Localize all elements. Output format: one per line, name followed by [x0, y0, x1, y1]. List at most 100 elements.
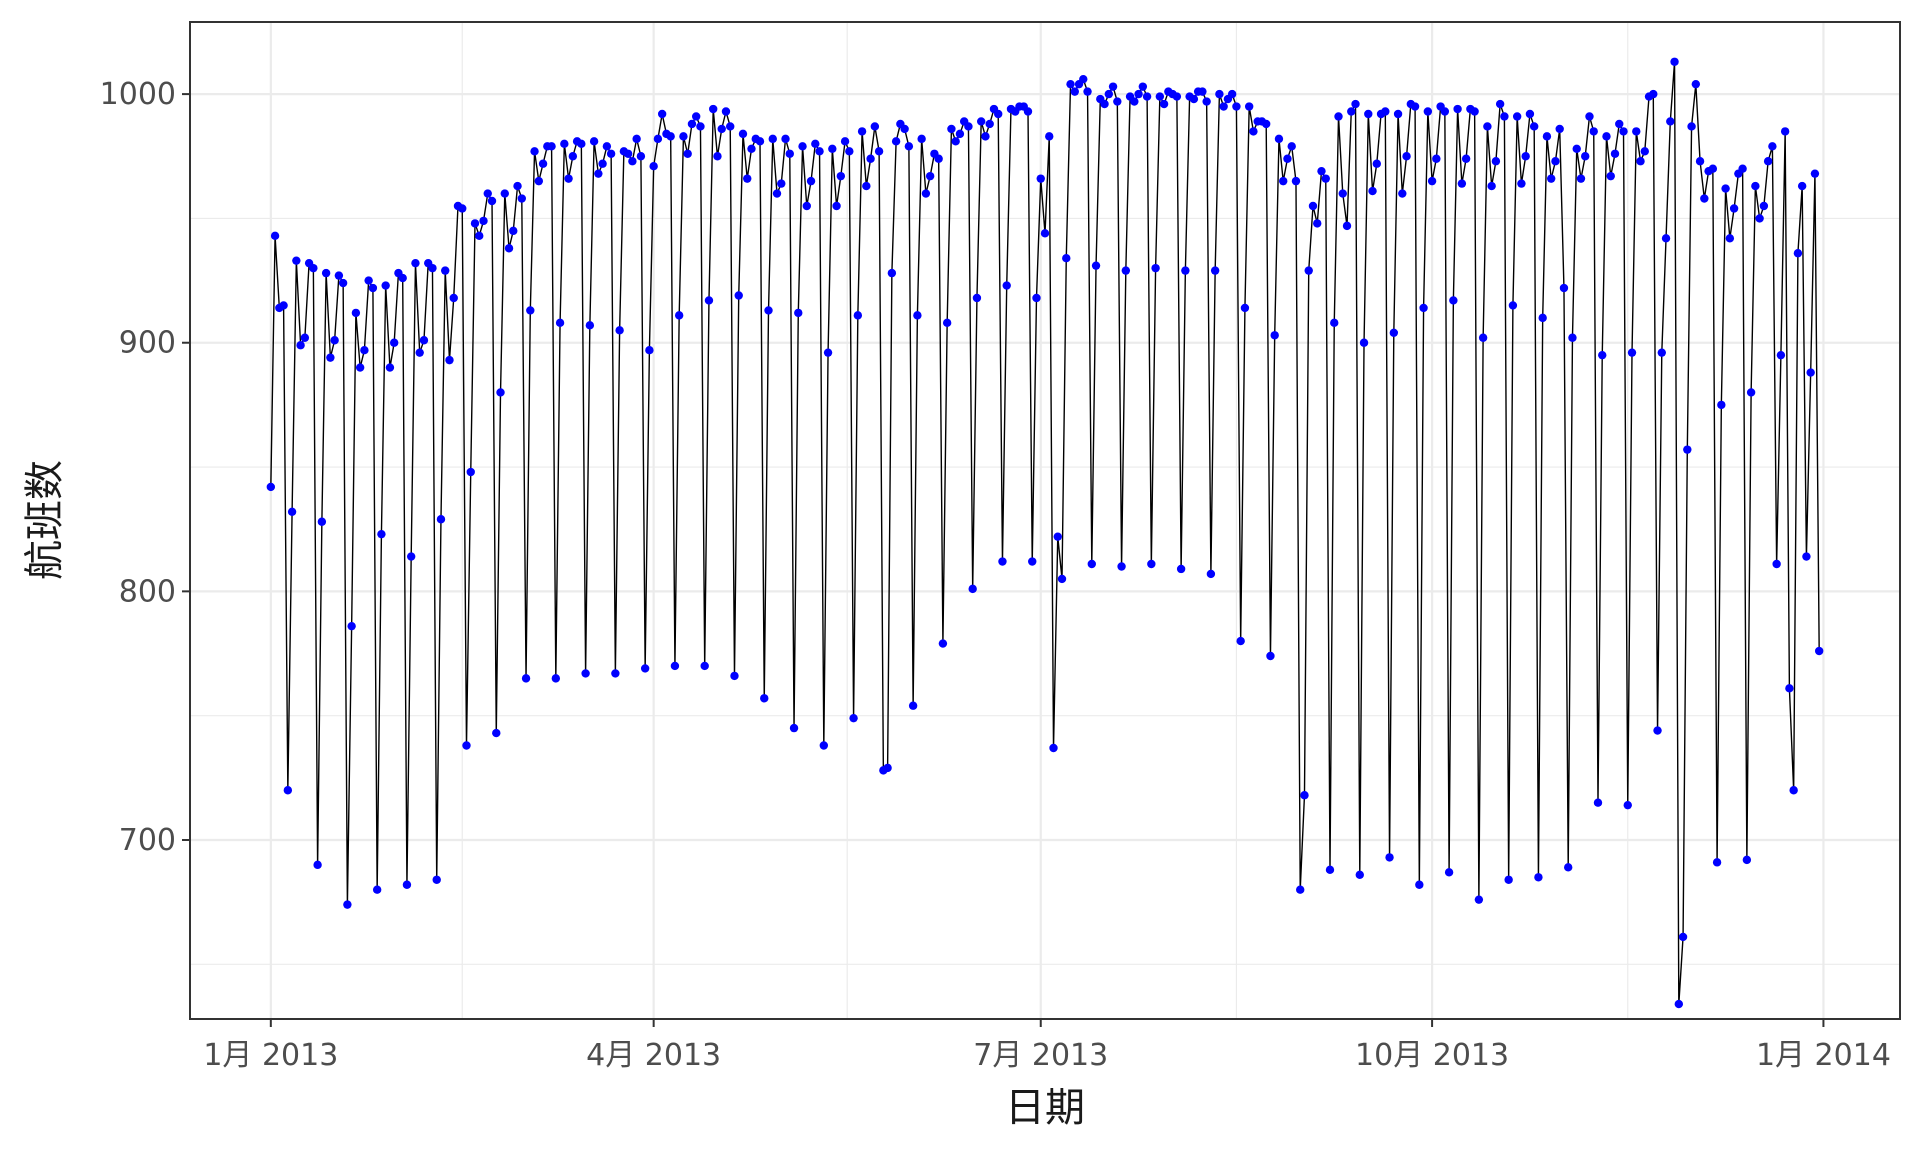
data-point: [1538, 313, 1547, 323]
data-point: [449, 293, 458, 303]
data-point: [696, 122, 705, 131]
x-axis: 1月 2013 4月 2013 7月 2013 10月 2013 1月 2014: [203, 1019, 1891, 1073]
data-point: [828, 144, 837, 153]
data-point: [1785, 684, 1794, 693]
data-point: [1551, 157, 1560, 166]
data-point: [1402, 152, 1411, 161]
data-point: [1495, 99, 1505, 109]
data-point: [1057, 574, 1067, 584]
data-point: [1359, 338, 1369, 347]
data-point: [330, 336, 339, 345]
x-tick-label: 4月 2013: [586, 1038, 721, 1073]
data-point: [1070, 87, 1079, 96]
x-tick-label: 1月 2013: [203, 1038, 338, 1073]
data-point: [968, 584, 977, 594]
data-point: [334, 271, 344, 280]
data-point: [466, 467, 475, 477]
data-point: [1729, 204, 1739, 213]
data-point: [1678, 932, 1688, 942]
data-point: [1751, 181, 1760, 191]
data-point: [1087, 559, 1096, 569]
data-point: [1449, 296, 1458, 305]
data-point: [636, 152, 646, 161]
data-point: [900, 124, 909, 134]
data-point: [874, 147, 884, 156]
data-point: [547, 142, 556, 151]
data-point: [1432, 154, 1441, 163]
data-point: [445, 355, 454, 365]
data-point: [1079, 74, 1088, 84]
data-point: [1040, 229, 1050, 238]
data-point: [1474, 895, 1484, 904]
data-point: [768, 134, 777, 144]
data-point: [679, 132, 688, 141]
data-point: [670, 661, 680, 671]
data-point: [1623, 800, 1632, 810]
data-point: [1542, 132, 1552, 141]
data-point: [1351, 99, 1360, 109]
data-point: [1317, 166, 1326, 176]
data-point: [1206, 569, 1216, 579]
data-point: [385, 363, 395, 372]
data-point: [794, 308, 803, 318]
data-point: [1291, 176, 1301, 186]
data-point: [1002, 281, 1011, 290]
data-point: [296, 341, 305, 350]
data-point: [938, 639, 948, 648]
data-point: [283, 786, 293, 795]
data-point: [947, 124, 956, 134]
data-point: [1627, 348, 1637, 357]
data-point: [1738, 164, 1747, 173]
data-point: [441, 266, 450, 275]
data-point: [381, 281, 390, 290]
data-point: [351, 308, 361, 318]
data-point: [1440, 107, 1450, 116]
data-point: [649, 162, 658, 171]
data-point: [1083, 87, 1092, 96]
data-point: [292, 256, 301, 265]
data-point: [526, 306, 535, 315]
data-point: [1512, 112, 1522, 121]
data-point: [1619, 127, 1628, 136]
data-point: [623, 149, 633, 158]
data-point: [1559, 283, 1569, 293]
data-point: [1632, 127, 1641, 136]
data-point: [836, 171, 846, 181]
data-point: [1589, 127, 1598, 136]
data-point: [802, 201, 811, 211]
data-point: [1444, 868, 1454, 877]
data-point: [1236, 636, 1245, 646]
data-point: [317, 517, 327, 526]
data-point: [1053, 532, 1062, 541]
data-point: [1721, 184, 1730, 193]
data-point: [1347, 107, 1356, 116]
data-point: [475, 231, 484, 241]
data-point: [538, 159, 548, 168]
data-point: [270, 231, 280, 241]
data-point: [1113, 97, 1122, 106]
data-point: [955, 129, 965, 139]
data-point: [666, 132, 675, 141]
data-point: [760, 694, 769, 703]
data-point: [815, 147, 824, 156]
data-point: [1691, 79, 1701, 89]
data-point: [883, 763, 892, 773]
data-point: [1453, 104, 1462, 114]
data-point: [326, 353, 335, 362]
data-point: [487, 196, 497, 206]
data-point: [934, 154, 943, 163]
data-point: [415, 348, 424, 357]
data-point: [1585, 112, 1594, 121]
data-point: [1062, 254, 1071, 263]
data-point: [1670, 57, 1679, 66]
data-point: [360, 345, 369, 355]
data-point: [747, 144, 756, 153]
data-point: [1610, 149, 1620, 158]
major-gridlines: [190, 22, 1900, 1019]
data-point: [1423, 107, 1433, 116]
data-point: [1023, 107, 1033, 116]
data-point: [1151, 263, 1160, 273]
data-point: [483, 189, 492, 198]
x-tick-label: 10月 2013: [1355, 1038, 1509, 1073]
data-point: [1100, 99, 1109, 109]
